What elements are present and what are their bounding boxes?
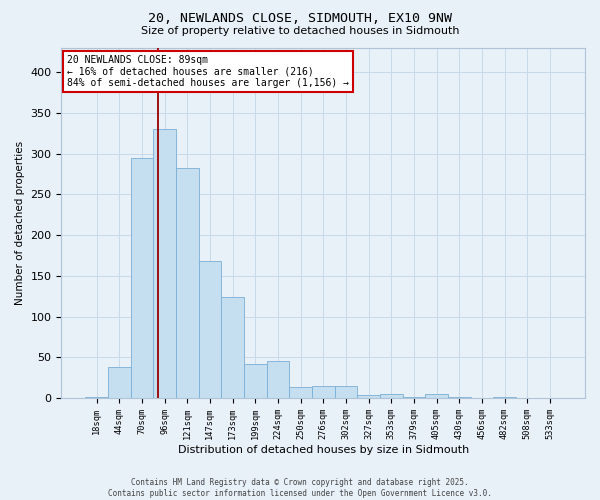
Bar xyxy=(244,364,266,398)
Bar xyxy=(357,395,380,398)
Bar xyxy=(108,367,131,398)
Bar xyxy=(266,360,289,398)
Text: 20, NEWLANDS CLOSE, SIDMOUTH, EX10 9NW: 20, NEWLANDS CLOSE, SIDMOUTH, EX10 9NW xyxy=(148,12,452,26)
Bar xyxy=(153,129,176,398)
Text: 20 NEWLANDS CLOSE: 89sqm
← 16% of detached houses are smaller (216)
84% of semi-: 20 NEWLANDS CLOSE: 89sqm ← 16% of detach… xyxy=(67,54,349,88)
X-axis label: Distribution of detached houses by size in Sidmouth: Distribution of detached houses by size … xyxy=(178,445,469,455)
Text: Size of property relative to detached houses in Sidmouth: Size of property relative to detached ho… xyxy=(141,26,459,36)
Bar xyxy=(131,158,153,398)
Y-axis label: Number of detached properties: Number of detached properties xyxy=(15,141,25,305)
Bar xyxy=(221,297,244,398)
Bar xyxy=(289,387,312,398)
Text: Contains HM Land Registry data © Crown copyright and database right 2025.
Contai: Contains HM Land Registry data © Crown c… xyxy=(108,478,492,498)
Bar xyxy=(199,261,221,398)
Bar xyxy=(425,394,448,398)
Bar xyxy=(335,386,357,398)
Bar xyxy=(176,168,199,398)
Bar xyxy=(85,396,108,398)
Bar xyxy=(380,394,403,398)
Bar xyxy=(312,386,335,398)
